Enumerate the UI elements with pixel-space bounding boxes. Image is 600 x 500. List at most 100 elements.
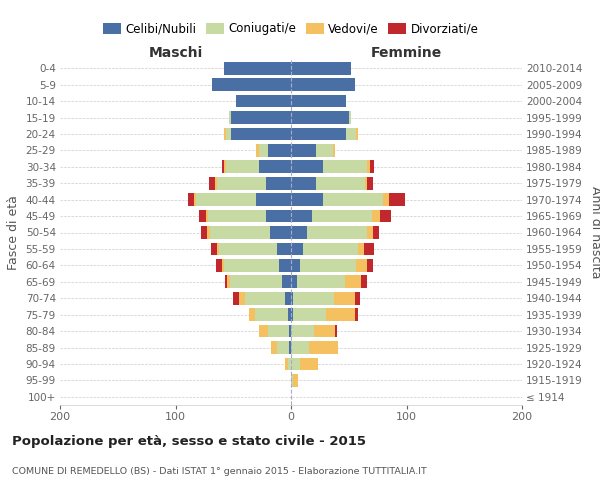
Bar (224, 128, 226, 140)
Bar (367, 160, 370, 173)
Bar (224, 259, 280, 272)
Bar (212, 78, 291, 91)
Bar (211, 242, 217, 256)
Bar (291, 308, 293, 321)
Bar (215, 177, 217, 190)
Bar (302, 242, 358, 256)
Bar (220, 242, 277, 256)
Bar (229, 111, 231, 124)
Bar (289, 341, 291, 354)
Bar (271, 341, 277, 354)
Bar (224, 62, 291, 74)
Bar (291, 193, 323, 206)
Bar (210, 226, 270, 239)
Bar (316, 144, 332, 157)
Bar (370, 160, 374, 173)
Bar (236, 94, 291, 108)
Bar (270, 226, 291, 239)
Bar (361, 276, 367, 288)
Bar (287, 358, 291, 370)
Bar (312, 210, 372, 222)
Bar (226, 128, 231, 140)
Bar (196, 193, 256, 206)
Bar (259, 144, 268, 157)
Bar (291, 160, 323, 173)
Bar (216, 259, 222, 272)
Bar (326, 308, 355, 321)
Text: COMUNE DI REMEDELLO (BS) - Dati ISTAT 1° gennaio 2015 - Elaborazione TUTTITALIA.: COMUNE DI REMEDELLO (BS) - Dati ISTAT 1°… (12, 468, 427, 476)
Bar (287, 308, 291, 321)
Bar (291, 242, 302, 256)
Bar (364, 242, 374, 256)
Bar (256, 144, 259, 157)
Bar (323, 193, 383, 206)
Bar (285, 292, 291, 304)
Bar (256, 193, 291, 206)
Bar (373, 226, 379, 239)
Bar (355, 292, 360, 304)
Bar (291, 62, 351, 74)
Bar (188, 193, 194, 206)
Bar (291, 276, 297, 288)
Bar (222, 259, 224, 272)
Bar (291, 341, 310, 354)
Bar (268, 144, 291, 157)
Bar (345, 276, 361, 288)
Y-axis label: Fasce di età: Fasce di età (7, 195, 20, 270)
Bar (285, 358, 287, 370)
Bar (291, 128, 346, 140)
Bar (356, 259, 367, 272)
Bar (383, 193, 389, 206)
Bar (335, 324, 337, 338)
Bar (323, 160, 367, 173)
Bar (227, 276, 230, 288)
Bar (259, 324, 268, 338)
Bar (231, 111, 291, 124)
Bar (346, 128, 356, 140)
Text: Popolazione per età, sesso e stato civile - 2015: Popolazione per età, sesso e stato civil… (12, 435, 366, 448)
Bar (291, 259, 300, 272)
Bar (239, 292, 245, 304)
Bar (367, 259, 373, 272)
Bar (208, 210, 266, 222)
Bar (291, 292, 293, 304)
Text: Femmine: Femmine (371, 46, 442, 60)
Bar (250, 308, 255, 321)
Bar (291, 78, 355, 91)
Bar (224, 160, 226, 173)
Bar (233, 292, 239, 304)
Bar (293, 292, 334, 304)
Bar (307, 226, 367, 239)
Bar (291, 177, 316, 190)
Bar (225, 276, 227, 288)
Bar (231, 128, 291, 140)
Bar (367, 226, 373, 239)
Bar (268, 324, 289, 338)
Bar (222, 160, 224, 173)
Bar (332, 144, 335, 157)
Bar (280, 259, 291, 272)
Bar (206, 210, 208, 222)
Bar (226, 160, 259, 173)
Bar (199, 210, 206, 222)
Bar (217, 242, 220, 256)
Bar (209, 177, 215, 190)
Y-axis label: Anni di nascita: Anni di nascita (589, 186, 600, 279)
Bar (217, 177, 266, 190)
Bar (255, 308, 287, 321)
Bar (356, 128, 358, 140)
Bar (300, 259, 356, 272)
Text: Maschi: Maschi (148, 46, 203, 60)
Bar (201, 226, 206, 239)
Bar (194, 193, 196, 206)
Bar (282, 276, 291, 288)
Bar (334, 292, 355, 304)
Bar (206, 226, 210, 239)
Bar (266, 177, 291, 190)
Bar (297, 276, 345, 288)
Bar (259, 160, 291, 173)
Bar (293, 374, 298, 387)
Legend: Celibi/Nubili, Coniugati/e, Vedovi/e, Divorziati/e: Celibi/Nubili, Coniugati/e, Vedovi/e, Di… (98, 18, 484, 40)
Bar (230, 276, 282, 288)
Bar (316, 177, 365, 190)
